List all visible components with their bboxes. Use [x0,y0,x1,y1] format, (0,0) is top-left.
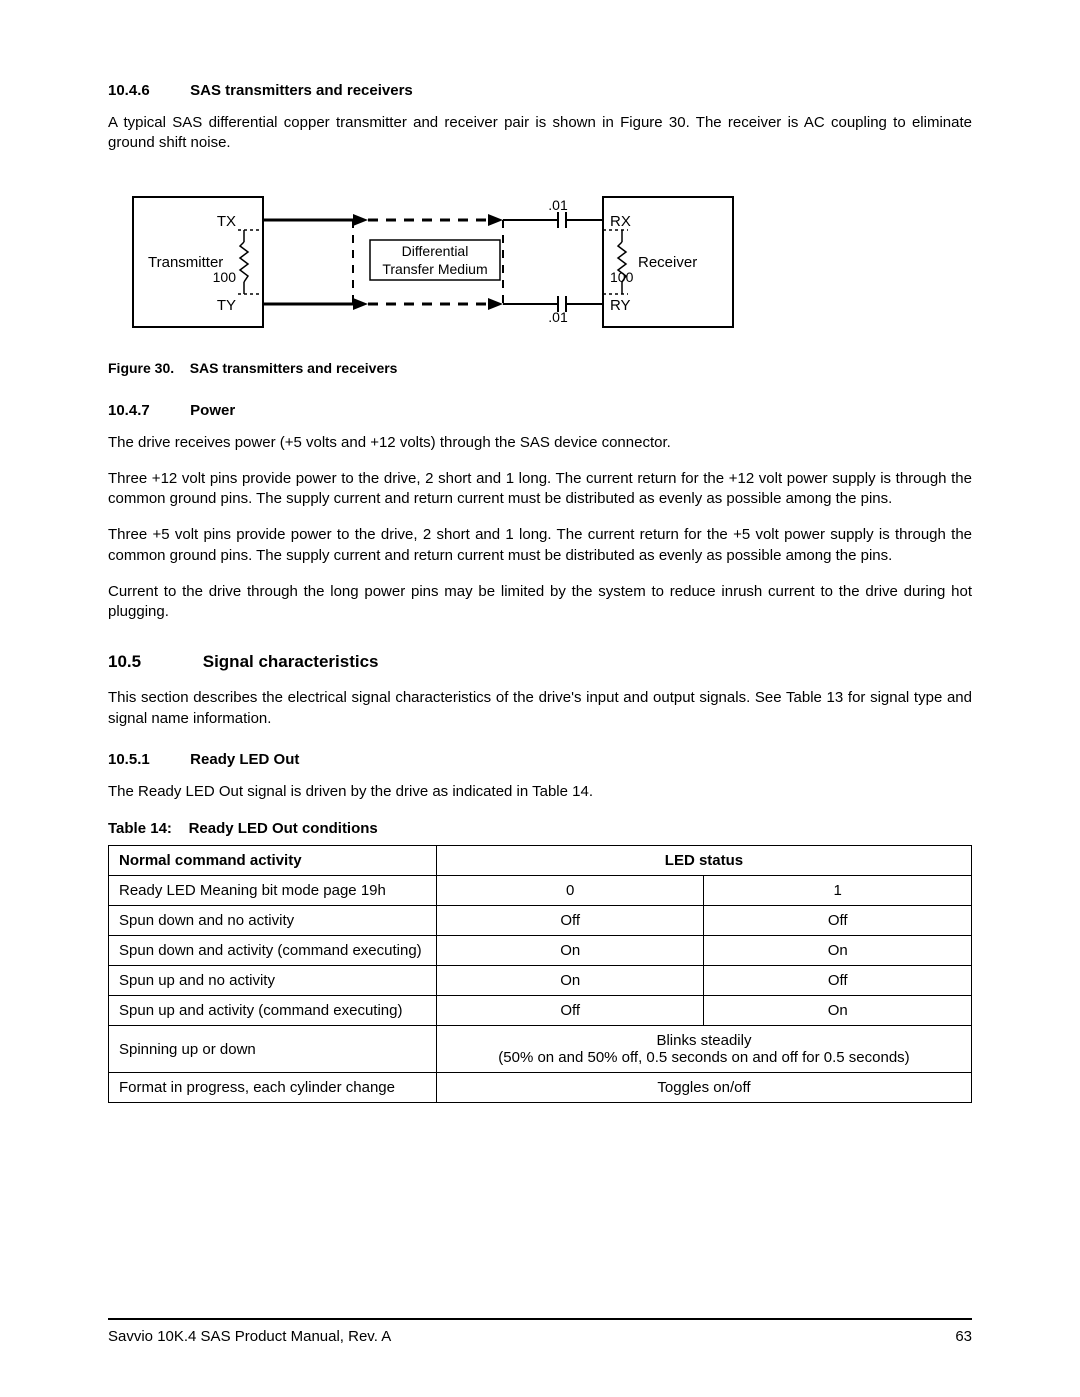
cell: Format in progress, each cylinder change [109,1073,437,1103]
svg-text:TY: TY [217,297,236,314]
col-header-activity: Normal command activity [109,846,437,876]
cell: Spun down and activity (command executin… [109,936,437,966]
svg-text:Receiver: Receiver [638,254,697,271]
paragraph: A typical SAS differential copper transm… [108,113,972,154]
cell: Off [436,906,704,936]
table-title: Ready LED Out conditions [189,820,378,837]
section-number: 10.4.7 [108,402,186,419]
figure-30-diagram: Transmitter Receiver TX TY RX RY 100 100 [128,182,972,342]
cell: Spinning up or down [109,1026,437,1073]
table-row: Format in progress, each cylinder change… [109,1073,972,1103]
table-14-caption: Table 14: Ready LED Out conditions [108,820,972,837]
section-number: 10.5 [108,652,198,672]
svg-text:100: 100 [610,269,634,285]
cell: On [704,996,972,1026]
svg-text:RX: RX [610,213,631,230]
page-footer: Savvio 10K.4 SAS Product Manual, Rev. A … [108,1318,972,1345]
cell: On [704,936,972,966]
section-number: 10.4.6 [108,82,186,99]
table-row: Spun down and no activity Off Off [109,906,972,936]
table-number: Table 14: [108,820,172,837]
footer-title: Savvio 10K.4 SAS Product Manual, Rev. A [108,1328,391,1345]
svg-text:.01: .01 [548,197,568,213]
table-row: Spinning up or down Blinks steadily (50%… [109,1026,972,1073]
cell: Off [704,966,972,996]
svg-text:RY: RY [610,297,631,314]
cell: 0 [436,876,704,906]
cell-line: (50% on and 50% off, 0.5 seconds on and … [447,1049,961,1066]
page-number: 63 [955,1328,972,1345]
section-number: 10.5.1 [108,751,186,768]
paragraph: Three +5 volt pins provide power to the … [108,525,972,566]
cell: Spun down and no activity [109,906,437,936]
figure-number: Figure 30. [108,360,174,376]
heading-10-4-6: 10.4.6 SAS transmitters and receivers [108,82,972,99]
cell: On [436,966,704,996]
cell: Blinks steadily (50% on and 50% off, 0.5… [436,1026,971,1073]
table-header-row: Normal command activity LED status [109,846,972,876]
paragraph: The Ready LED Out signal is driven by th… [108,782,972,802]
svg-text:TX: TX [217,213,236,230]
svg-text:100: 100 [213,269,237,285]
paragraph: This section describes the electrical si… [108,688,972,729]
cell: Ready LED Meaning bit mode page 19h [109,876,437,906]
table-row: Spun down and activity (command executin… [109,936,972,966]
section-title: Power [190,402,235,419]
heading-10-4-7: 10.4.7 Power [108,402,972,419]
svg-text:.01: .01 [548,309,568,325]
cell: 1 [704,876,972,906]
svg-text:Differential: Differential [402,243,469,259]
table-row: Ready LED Meaning bit mode page 19h 0 1 [109,876,972,906]
heading-10-5: 10.5 Signal characteristics [108,652,972,672]
svg-text:Transfer Medium: Transfer Medium [382,261,487,277]
table-row: Spun up and no activity On Off [109,966,972,996]
cell: Off [436,996,704,1026]
cell: Off [704,906,972,936]
cell: Toggles on/off [436,1073,971,1103]
figure-30-caption: Figure 30. SAS transmitters and receiver… [108,360,972,376]
section-title: SAS transmitters and receivers [190,82,413,99]
cell: Spun up and no activity [109,966,437,996]
cell: Spun up and activity (command executing) [109,996,437,1026]
cell-line: Blinks steadily [447,1032,961,1049]
cell: On [436,936,704,966]
table-14: Normal command activity LED status Ready… [108,845,972,1103]
paragraph: Three +12 volt pins provide power to the… [108,469,972,510]
paragraph: The drive receives power (+5 volts and +… [108,433,972,453]
paragraph: Current to the drive through the long po… [108,582,972,623]
section-title: Ready LED Out [190,751,299,768]
heading-10-5-1: 10.5.1 Ready LED Out [108,751,972,768]
section-title: Signal characteristics [203,652,379,671]
col-header-led: LED status [436,846,971,876]
figure-title: SAS transmitters and receivers [190,360,398,376]
table-row: Spun up and activity (command executing)… [109,996,972,1026]
